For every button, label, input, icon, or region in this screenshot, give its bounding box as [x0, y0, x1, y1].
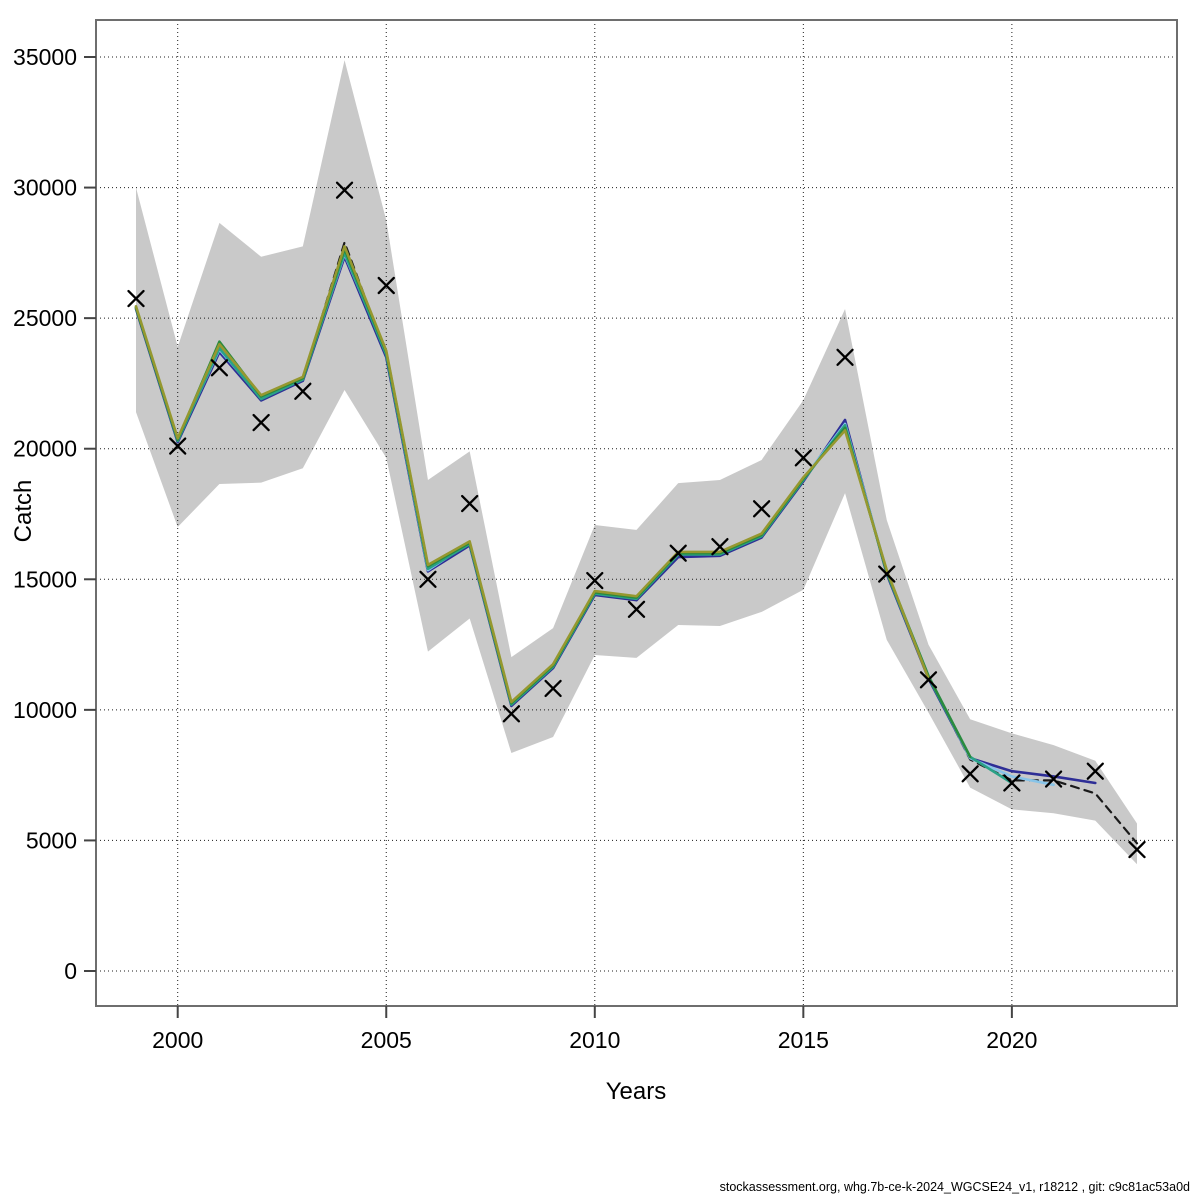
observed-marker-2010	[586, 571, 604, 590]
observed-marker-2021	[1044, 770, 1063, 788]
observed-marker-2004	[335, 181, 354, 199]
run-line-retro-run-2018	[134, 245, 930, 704]
observed-marker-2001	[210, 359, 229, 377]
y-tick-label-15000: 15000	[13, 566, 77, 592]
x-tick-label-2015: 2015	[778, 1027, 829, 1053]
observed-marker-2011	[627, 600, 646, 618]
observed-marker-2009	[544, 679, 562, 698]
observed-marker-2008	[502, 705, 521, 723]
y-tick-label-25000: 25000	[13, 305, 77, 331]
observed-marker-2000	[169, 437, 187, 455]
y-tick-label-0: 0	[64, 958, 77, 984]
observed-marker-2023	[1128, 840, 1146, 859]
observed-marker-2017	[878, 565, 896, 583]
y-tick-label-20000: 20000	[13, 436, 77, 462]
observed-marker-2019	[961, 765, 979, 783]
x-tick-label-2005: 2005	[361, 1027, 412, 1053]
observed-marker-2002	[252, 413, 270, 432]
observed-marker-2005	[377, 276, 395, 295]
y-tick-label-5000: 5000	[26, 827, 77, 853]
observed-marker-2013	[711, 537, 729, 556]
observed-marker-2022	[1086, 762, 1104, 780]
observed-marker-2003	[294, 382, 312, 400]
x-axis-label: Years	[605, 1078, 667, 1105]
plot-border	[95, 19, 1178, 1007]
observed-marker-2007	[461, 494, 479, 513]
observed-marker-1999	[127, 289, 145, 308]
x-tick-label-2000: 2000	[152, 1027, 203, 1053]
footer-citation: stockassessment.org, whg.7b-ce-k-2024_WG…	[719, 1180, 1190, 1194]
observed-marker-2020	[1003, 774, 1021, 792]
x-tick-label-2010: 2010	[569, 1027, 620, 1053]
observed-marker-2012	[669, 544, 687, 562]
x-tick-label-2020: 2020	[986, 1027, 1037, 1053]
observed-marker-2006	[419, 570, 437, 588]
y-axis-label: Catch	[10, 479, 37, 543]
y-tick-label-30000: 30000	[13, 175, 77, 201]
observed-marker-2018	[919, 671, 938, 689]
confidence-band	[136, 60, 1137, 865]
observed-marker-2014	[752, 500, 771, 518]
y-tick-label-10000: 10000	[13, 697, 77, 723]
observed-marker-2016	[836, 348, 854, 366]
y-tick-label-35000: 35000	[13, 44, 77, 70]
observed-marker-2015	[794, 449, 812, 467]
